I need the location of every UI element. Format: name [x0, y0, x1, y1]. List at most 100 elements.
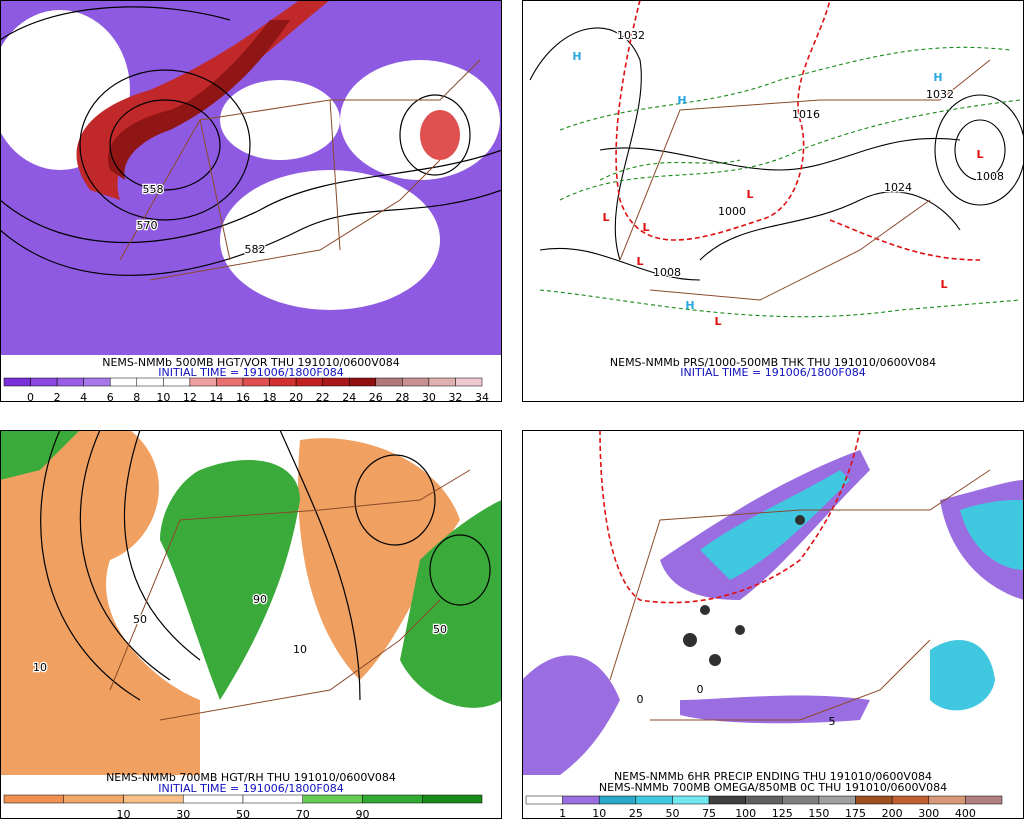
colorbar-label: 12	[183, 391, 197, 404]
colorbar-label: 28	[395, 391, 409, 404]
colorbar-swatch	[928, 795, 966, 805]
map-label: 1024	[884, 181, 912, 194]
colorbar-label: 32	[448, 391, 462, 404]
colorbar-label: 6	[107, 391, 114, 404]
colorbar-label: 70	[296, 808, 310, 819]
colorbar-swatch	[598, 795, 637, 805]
caption: NEMS-NMMb 6HR PRECIP ENDING THU 191010/0…	[614, 770, 932, 783]
colorbar-label: 30	[422, 391, 436, 404]
colorbar-label: 1	[559, 807, 566, 819]
colorbar-label: 4	[80, 391, 87, 404]
colorbar-swatch	[708, 795, 746, 805]
panel-frame	[0, 0, 502, 402]
map-label: 570	[137, 219, 158, 232]
colorbar-swatch	[3, 794, 64, 804]
colorbar-label: 150	[808, 807, 829, 819]
map-label: 1008	[653, 266, 681, 279]
colorbar-label: 400	[955, 807, 976, 819]
colorbar-label: 10	[592, 807, 606, 819]
map-label: L	[746, 188, 753, 201]
colorbar-swatch	[242, 794, 303, 804]
colorbar-swatch	[362, 794, 423, 804]
colorbar-label: 175	[845, 807, 866, 819]
colorbar-label: 30	[176, 808, 190, 819]
map-label: H	[677, 94, 686, 107]
map-label: L	[642, 221, 649, 234]
colorbar-swatch	[3, 377, 31, 387]
colorbar-label: 10	[156, 391, 170, 404]
colorbar-swatch	[63, 794, 124, 804]
map-label: 0	[697, 683, 704, 696]
colorbar-swatch	[348, 377, 377, 387]
map-label: 50	[133, 613, 147, 626]
colorbar-swatch	[83, 377, 111, 387]
colorbar-label: 24	[342, 391, 356, 404]
colorbar-label: 75	[702, 807, 716, 819]
map-vorticity	[0, 0, 502, 355]
colorbar-swatch	[422, 794, 483, 804]
colorbar-swatch	[123, 794, 184, 804]
colorbar-label: 25	[629, 807, 643, 819]
map-label: 50	[433, 623, 447, 636]
colorbar-swatch	[136, 377, 164, 387]
colorbar-swatch	[855, 795, 893, 805]
colorbar-swatch	[183, 794, 244, 804]
colorbar-label: 18	[263, 391, 277, 404]
map-label: 1032	[926, 88, 954, 101]
map-label: 1000	[718, 205, 746, 218]
map-label: H	[933, 71, 942, 84]
colorbar-label: 100	[735, 807, 756, 819]
map-label: 90	[253, 593, 267, 606]
colorbar-swatch	[428, 377, 456, 387]
colorbar-swatch	[269, 377, 297, 387]
colorbar-label: 14	[209, 391, 223, 404]
caption: NEMS-NMMb PRS/1000-500MB THK THU 191010/…	[610, 356, 936, 369]
colorbar-label: 50	[665, 807, 679, 819]
map-label: 582	[245, 243, 266, 256]
map-label: 0	[637, 693, 644, 706]
colorbar-swatch	[189, 377, 217, 387]
colorbar-label: 125	[772, 807, 793, 819]
caption: NEMS-NMMb 500MB HGT/VOR THU 191010/0600V…	[102, 356, 400, 369]
colorbar-swatch	[30, 377, 58, 387]
map-pressure	[522, 0, 1024, 355]
map-label: H	[685, 299, 694, 312]
caption: INITIAL TIME = 191006/1800F084	[680, 366, 865, 379]
map-label: L	[602, 211, 609, 224]
map-humidity	[0, 430, 502, 775]
colorbar-swatch	[163, 377, 191, 387]
colorbar-swatch	[322, 377, 350, 387]
colorbar-label: 10	[117, 808, 131, 819]
map-label: 10	[33, 661, 47, 674]
colorbar-swatch	[562, 795, 600, 805]
colorbar-swatch	[965, 795, 1003, 805]
colorbar-label: 300	[918, 807, 939, 819]
colorbar-swatch	[242, 377, 270, 387]
colorbar-label: 34	[475, 391, 489, 404]
colorbar-label: 50	[236, 808, 250, 819]
map-label: 1032	[617, 29, 645, 42]
colorbar-swatch	[302, 794, 363, 804]
colorbar-label: 26	[369, 391, 383, 404]
colorbar-label: 22	[316, 391, 330, 404]
caption: INITIAL TIME = 191006/1800F084	[158, 782, 343, 795]
colorbar-swatch	[818, 795, 856, 805]
map-label: L	[714, 315, 721, 328]
colorbar-label: 2	[54, 391, 61, 404]
map-label: 1016	[792, 108, 820, 121]
colorbar-label: 200	[882, 807, 903, 819]
colorbar-swatch	[745, 795, 783, 805]
map-label: L	[636, 255, 643, 268]
colorbar-label: 0	[27, 391, 34, 404]
map-label: 5	[829, 715, 836, 728]
map-label: L	[940, 278, 947, 291]
colorbar-swatch	[109, 377, 138, 387]
caption: NEMS-NMMb 700MB HGT/RH THU 191010/0600V0…	[106, 771, 396, 784]
map-label: 1008	[976, 170, 1004, 183]
colorbar-label: 20	[289, 391, 303, 404]
colorbar-swatch	[402, 377, 430, 387]
colorbar-swatch	[525, 795, 563, 805]
colorbar-label: 16	[236, 391, 250, 404]
colorbar-swatch	[56, 377, 84, 387]
